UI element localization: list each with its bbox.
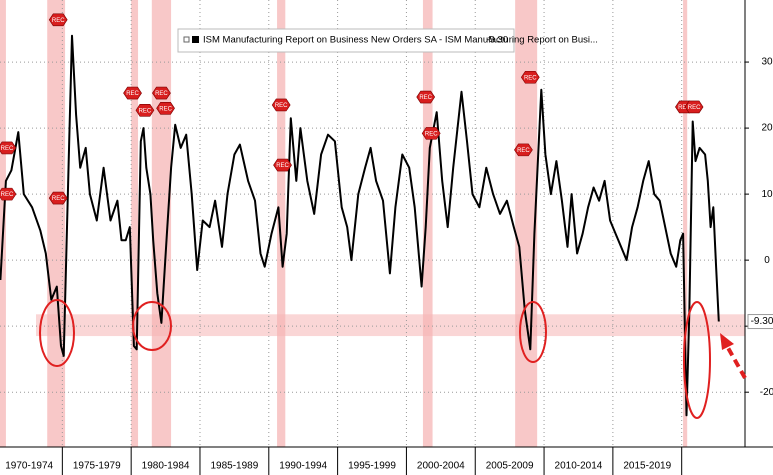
circle-annotation xyxy=(519,301,547,363)
rec-marker: REC xyxy=(156,101,175,115)
rec-tag xyxy=(123,86,142,100)
rec-marker: REC xyxy=(0,141,17,155)
rec-tag xyxy=(152,86,171,100)
rec-marker: REC xyxy=(416,90,436,104)
rec-marker: REC xyxy=(684,100,704,114)
rec-label: REC xyxy=(419,95,432,101)
rec-tag xyxy=(416,90,436,104)
last-value-label: -9.30 xyxy=(751,316,773,327)
rec-tag xyxy=(0,187,17,201)
rec-tag xyxy=(0,141,17,155)
rec-marker: REC xyxy=(152,86,171,100)
recession-band xyxy=(131,0,139,447)
rec-tag xyxy=(48,191,68,205)
rec-label: REC xyxy=(126,91,139,97)
rec-marker: REC xyxy=(48,191,68,205)
legend-checkbox xyxy=(183,36,190,43)
line-layer xyxy=(0,34,720,417)
rec-tag xyxy=(273,158,292,172)
x-tick-label: 2015-2019 xyxy=(623,461,671,472)
y-tick-label: -20 xyxy=(760,387,773,398)
x-tick-label: 1970-1974 xyxy=(5,461,53,472)
rec-marker: REC xyxy=(48,13,68,27)
rec-label: REC xyxy=(52,196,65,202)
x-tick-label: 1995-1999 xyxy=(348,461,396,472)
rec-tag xyxy=(271,98,291,112)
recession-band xyxy=(47,0,66,447)
rec-marker: REC xyxy=(123,86,142,100)
last-value-box xyxy=(747,314,773,330)
rec-tag xyxy=(156,101,175,115)
rec-marker: REC xyxy=(273,158,292,172)
rec-marker: REC xyxy=(520,70,540,84)
y-tick-label: 20 xyxy=(761,123,773,134)
recession-band xyxy=(683,0,688,447)
rec-label: REC xyxy=(159,106,172,112)
last-value-tag: -9.30 xyxy=(747,314,773,330)
x-tick-label: 1990-1994 xyxy=(279,461,327,472)
rec-label: REC xyxy=(688,105,701,111)
x-tick-label: 2005-2009 xyxy=(486,461,534,472)
circle-annotation xyxy=(132,301,172,351)
circle-annotation xyxy=(683,301,711,419)
legend-label: ISM Manufacturing Report on Business New… xyxy=(203,35,598,46)
rec-label: REC xyxy=(1,146,14,152)
rec-tag xyxy=(135,103,155,117)
rec-label: REC xyxy=(425,131,438,137)
x-tick-label: 1985-1989 xyxy=(210,461,258,472)
rec-marker: REC xyxy=(514,143,533,157)
rec-marker: REC xyxy=(0,187,17,201)
rec-label: REC xyxy=(155,91,168,97)
rec-label: REC xyxy=(139,108,152,114)
data-line xyxy=(0,34,720,417)
legend-box xyxy=(177,28,515,53)
rec-tag xyxy=(520,70,540,84)
rec-tag xyxy=(48,13,68,27)
recession-band xyxy=(422,0,433,447)
x-tick-label: 2010-2014 xyxy=(555,461,603,472)
rec-tag xyxy=(421,127,441,140)
recession-band xyxy=(277,0,286,447)
y-tick-label: 0 xyxy=(764,255,770,266)
arrow-shaft xyxy=(725,345,747,379)
rec-marker: REC xyxy=(135,103,155,117)
rec-label: REC xyxy=(276,163,289,169)
recession-band xyxy=(515,0,538,447)
arrow-head xyxy=(720,333,734,350)
legend: ISM Manufacturing Report on Business New… xyxy=(177,28,598,53)
x-tick-label: 1975-1979 xyxy=(73,461,121,472)
rec-label: REC xyxy=(524,75,537,81)
legend-value: -9.30 xyxy=(486,35,508,46)
legend-swatch xyxy=(192,36,199,43)
rec-label: REC xyxy=(52,18,65,24)
highlight-band xyxy=(36,314,745,337)
rec-label: REC xyxy=(275,103,288,109)
rec-marker: REC xyxy=(421,127,441,140)
x-tick-label: 1980-1984 xyxy=(142,461,190,472)
rec-label: REC xyxy=(517,148,530,154)
rec-tag xyxy=(514,143,533,157)
annotation-layer: -9.30RECRECRECRECRECRECRECRECRECRECRECRE… xyxy=(0,13,773,330)
x-tick-label: 2000-2004 xyxy=(417,461,465,472)
y-tick-label: 30 xyxy=(761,57,773,68)
rec-marker: REC xyxy=(271,98,291,112)
rec-label: REC xyxy=(1,192,14,198)
y-tick-label: 10 xyxy=(761,189,773,200)
circle-annotation xyxy=(39,299,75,367)
rec-tag xyxy=(684,100,704,114)
rec-label: REC xyxy=(678,105,691,111)
